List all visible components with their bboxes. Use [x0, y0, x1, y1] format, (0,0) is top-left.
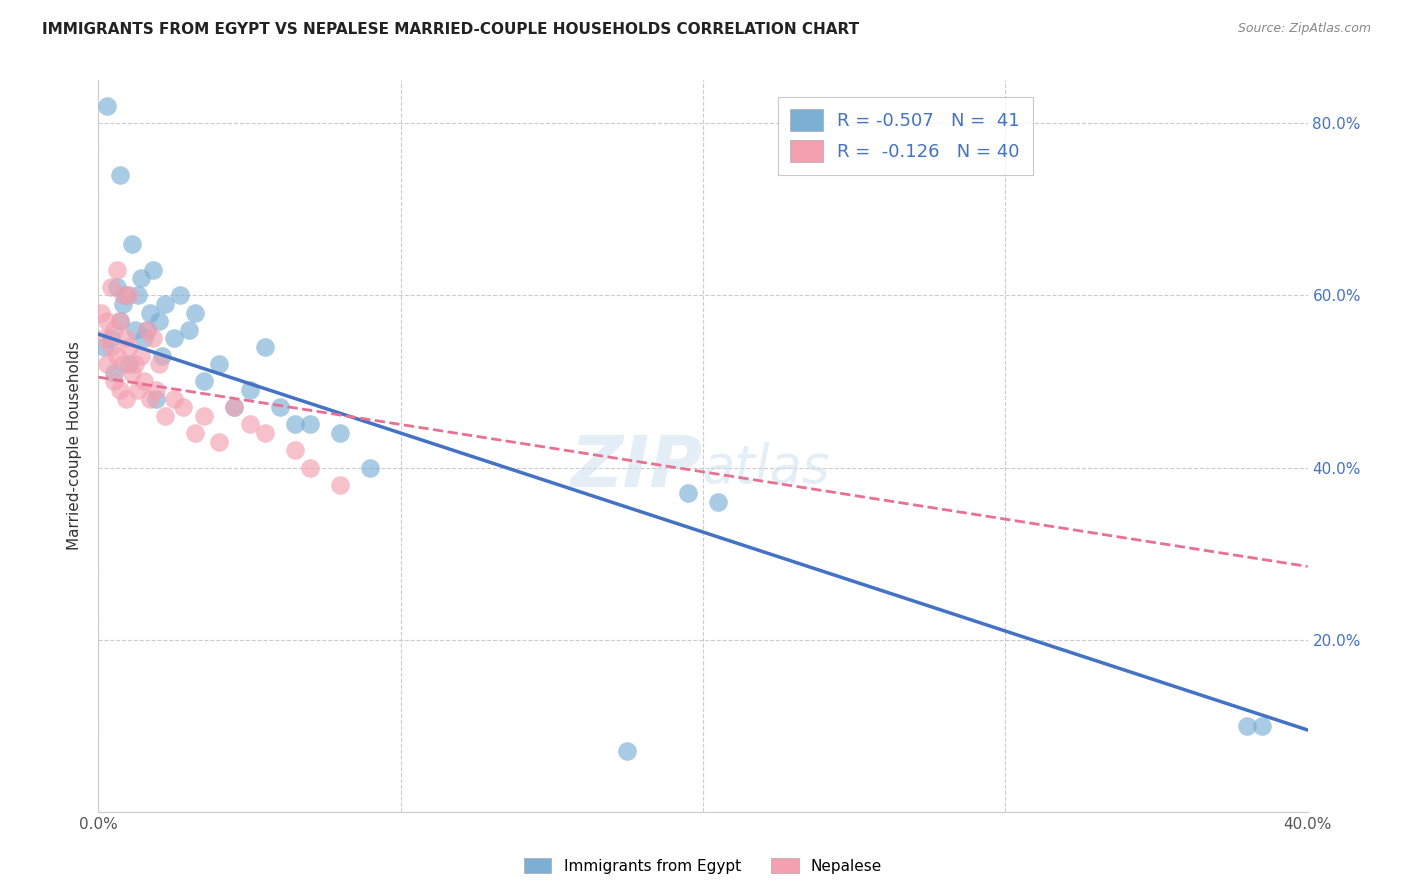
Point — [108, 314, 131, 328]
Point — [124, 357, 146, 371]
Point — [239, 417, 262, 432]
Point — [103, 366, 125, 380]
Point — [329, 426, 352, 441]
Point — [93, 340, 115, 354]
Point — [103, 323, 125, 337]
Point — [93, 331, 115, 345]
Point — [124, 323, 146, 337]
Point — [132, 375, 155, 389]
Point — [127, 383, 149, 397]
Point — [224, 401, 246, 415]
Point — [96, 357, 118, 371]
Point — [676, 486, 699, 500]
Point — [105, 349, 128, 363]
Point — [153, 297, 176, 311]
Point — [103, 375, 125, 389]
Point — [142, 331, 165, 345]
Point — [100, 280, 122, 294]
Y-axis label: Married-couple Households: Married-couple Households — [67, 342, 83, 550]
Point — [145, 392, 167, 406]
Point — [253, 340, 276, 354]
Text: ZIP: ZIP — [571, 434, 703, 502]
Point — [118, 357, 141, 371]
Point — [108, 383, 131, 397]
Point — [269, 401, 291, 415]
Point — [329, 477, 352, 491]
Point — [127, 288, 149, 302]
Point — [118, 340, 141, 354]
Point — [135, 323, 157, 337]
Point — [169, 288, 191, 302]
Point — [105, 280, 128, 294]
Point — [1251, 719, 1274, 733]
Point — [239, 383, 262, 397]
Point — [299, 460, 322, 475]
Point — [208, 434, 231, 449]
Point — [96, 99, 118, 113]
Point — [193, 375, 215, 389]
Point — [100, 340, 122, 354]
Text: Source: ZipAtlas.com: Source: ZipAtlas.com — [1237, 22, 1371, 36]
Point — [360, 460, 382, 475]
Point — [253, 426, 276, 441]
Point — [148, 357, 170, 371]
Point — [139, 305, 162, 319]
Point — [105, 262, 128, 277]
Point — [129, 349, 152, 363]
Text: IMMIGRANTS FROM EGYPT VS NEPALESE MARRIED-COUPLE HOUSEHOLDS CORRELATION CHART: IMMIGRANTS FROM EGYPT VS NEPALESE MARRIE… — [42, 22, 859, 37]
Point — [179, 323, 201, 337]
Point — [121, 366, 143, 380]
Point — [118, 288, 141, 302]
Point — [616, 744, 638, 758]
Point — [184, 426, 207, 441]
Point — [284, 443, 307, 458]
Point — [142, 262, 165, 277]
Point — [153, 409, 176, 423]
Point — [193, 409, 215, 423]
Point — [150, 349, 173, 363]
Point — [108, 168, 131, 182]
Point — [299, 417, 322, 432]
Point — [114, 331, 136, 345]
Point — [132, 331, 155, 345]
Legend: R = -0.507   N =  41, R =  -0.126   N = 40: R = -0.507 N = 41, R = -0.126 N = 40 — [778, 96, 1032, 175]
Point — [114, 288, 136, 302]
Point — [148, 314, 170, 328]
Point — [108, 314, 131, 328]
Point — [111, 288, 134, 302]
Point — [121, 236, 143, 251]
Legend: Immigrants from Egypt, Nepalese: Immigrants from Egypt, Nepalese — [517, 852, 889, 880]
Point — [707, 495, 730, 509]
Point — [184, 305, 207, 319]
Point — [111, 297, 134, 311]
Point — [100, 331, 122, 345]
Point — [163, 392, 186, 406]
Point — [163, 331, 186, 345]
Point — [111, 357, 134, 371]
Point — [145, 383, 167, 397]
Point — [208, 357, 231, 371]
Point — [224, 401, 246, 415]
Point — [139, 392, 162, 406]
Point — [172, 401, 194, 415]
Point — [114, 392, 136, 406]
Point — [1236, 719, 1258, 733]
Point — [129, 271, 152, 285]
Point — [96, 314, 118, 328]
Point — [284, 417, 307, 432]
Point — [90, 305, 112, 319]
Text: atlas: atlas — [703, 442, 831, 494]
Point — [135, 323, 157, 337]
